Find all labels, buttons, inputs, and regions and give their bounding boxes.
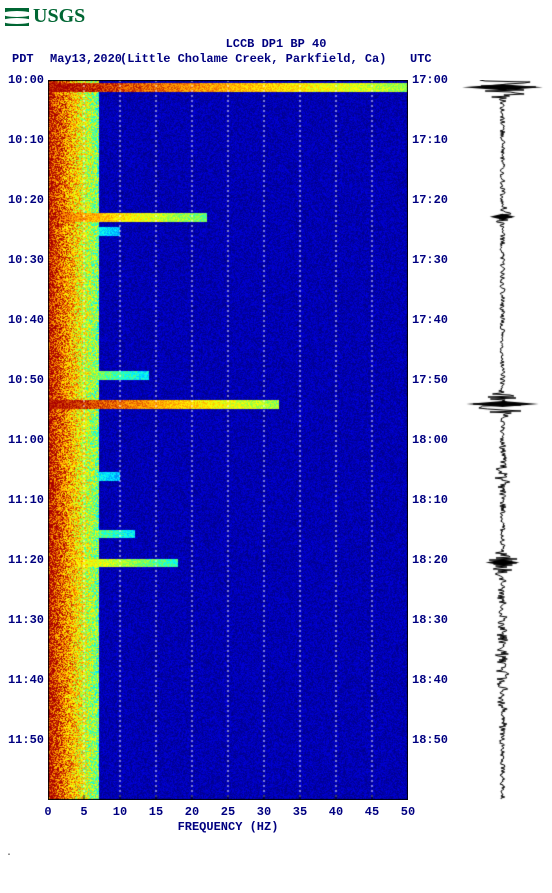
date-label: May13,2020 <box>50 52 122 66</box>
y-tick-right: 17:50 <box>412 373 448 387</box>
x-tick: 20 <box>185 805 199 819</box>
y-tick-left: 10:20 <box>8 193 44 207</box>
y-tick-right: 18:40 <box>412 673 448 687</box>
chart-title: LCCB DP1 BP 40 <box>0 37 552 51</box>
y-tick-left: 10:30 <box>8 253 44 267</box>
y-tick-right: 18:50 <box>412 733 448 747</box>
x-tick: 45 <box>365 805 379 819</box>
x-tick: 5 <box>80 805 87 819</box>
footer-mark: . <box>6 848 12 859</box>
y-tick-right: 17:30 <box>412 253 448 267</box>
y-tick-right: 18:20 <box>412 553 448 567</box>
x-tick: 40 <box>329 805 343 819</box>
y-tick-left: 10:00 <box>8 73 44 87</box>
y-tick-left: 11:10 <box>8 493 44 507</box>
x-tick: 25 <box>221 805 235 819</box>
seismogram-canvas <box>460 80 545 800</box>
y-tick-left: 10:50 <box>8 373 44 387</box>
x-tick: 50 <box>401 805 415 819</box>
y-tick-right: 17:20 <box>412 193 448 207</box>
x-tick: 35 <box>293 805 307 819</box>
y-tick-right: 18:10 <box>412 493 448 507</box>
usgs-logo: USGS <box>5 5 85 28</box>
y-tick-left: 11:00 <box>8 433 44 447</box>
location-label: (Little Cholame Creek, Parkfield, Ca) <box>120 52 386 66</box>
y-tick-right: 18:00 <box>412 433 448 447</box>
x-tick: 15 <box>149 805 163 819</box>
x-tick: 0 <box>44 805 51 819</box>
logo-text: USGS <box>33 5 85 28</box>
tz-left-label: PDT <box>12 52 34 66</box>
y-tick-right: 17:00 <box>412 73 448 87</box>
y-tick-right: 17:10 <box>412 133 448 147</box>
logo-waves-icon <box>5 8 29 26</box>
y-tick-left: 11:40 <box>8 673 44 687</box>
x-axis-label: FREQUENCY (HZ) <box>48 820 408 834</box>
y-tick-left: 11:50 <box>8 733 44 747</box>
spectrogram-plot <box>48 80 408 800</box>
y-tick-left: 11:20 <box>8 553 44 567</box>
y-tick-right: 18:30 <box>412 613 448 627</box>
y-tick-left: 10:40 <box>8 313 44 327</box>
y-tick-right: 17:40 <box>412 313 448 327</box>
y-tick-left: 11:30 <box>8 613 44 627</box>
x-tick: 30 <box>257 805 271 819</box>
spectrogram-canvas <box>48 80 408 800</box>
seismogram-plot <box>460 80 545 800</box>
x-tick: 10 <box>113 805 127 819</box>
tz-right-label: UTC <box>410 52 432 66</box>
y-tick-left: 10:10 <box>8 133 44 147</box>
